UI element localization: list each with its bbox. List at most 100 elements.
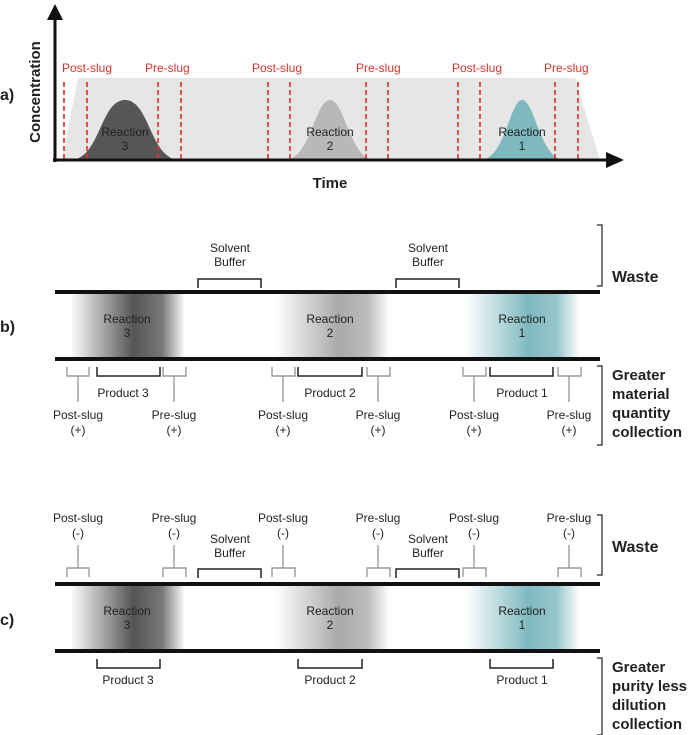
tube-wall-bottom [55, 649, 600, 653]
greater-material-line: quantity [612, 405, 671, 422]
x-axis-arrow-icon [606, 152, 624, 168]
solvent-buffer-label: Buffer [214, 546, 246, 560]
post-slug-label: Post-slug [258, 408, 308, 422]
waste-bracket [597, 514, 603, 576]
plus-sign: (+) [167, 423, 182, 437]
reaction-1-label: Reaction [498, 604, 545, 618]
reaction-2-peak [285, 100, 375, 160]
pre-slug-label: Pre-slug [152, 408, 197, 422]
pre-slug-label: Pre-slug [356, 408, 401, 422]
greater-purity-line: Greater [612, 659, 666, 676]
slug-markers [66, 367, 582, 402]
waste-label: Waste [612, 269, 659, 286]
tube-wall-top [55, 582, 600, 586]
plus-sign: (+) [71, 423, 86, 437]
plus-sign: (+) [371, 423, 386, 437]
plus-sign: (+) [276, 423, 291, 437]
product-bracket [297, 367, 363, 377]
post-slug-label: Post-slug [62, 61, 112, 75]
reaction-3-number: 3 [124, 326, 131, 340]
slug-markers [66, 545, 582, 577]
reaction-2-label: Reaction [306, 125, 353, 139]
axes [47, 4, 624, 168]
pre-slug-label: Pre-slug [152, 511, 197, 525]
solvent-buffer-bracket [197, 568, 262, 578]
product-3-label: Product 3 [97, 386, 149, 400]
product-bracket [297, 659, 363, 669]
panel-c: c) Post-slug (-) Pre-slug (-) Post-slug … [0, 511, 687, 735]
tube-wall-bottom [55, 357, 600, 361]
reaction-3-number: 3 [122, 139, 129, 153]
reaction-3-number: 3 [124, 618, 131, 632]
product-1-label: Product 1 [496, 673, 548, 687]
greater-material-line: Greater [612, 367, 666, 384]
reaction-1-slug [465, 294, 580, 358]
greater-material-line: material [612, 386, 670, 403]
reaction-3-label: Reaction [101, 125, 148, 139]
x-axis-label: Time [313, 175, 348, 192]
greater-purity-line: collection [612, 716, 682, 733]
pre-slug-label: Pre-slug [544, 61, 589, 75]
product-1-label: Product 1 [496, 386, 548, 400]
post-slug-label: Post-slug [252, 61, 302, 75]
post-slug-label: Post-slug [452, 61, 502, 75]
pre-slug-label: Pre-slug [145, 61, 190, 75]
pre-slug-label: Pre-slug [356, 61, 401, 75]
tube-wall-top [55, 290, 600, 294]
reaction-1-number: 1 [519, 139, 526, 153]
y-axis-label: Concentration [27, 41, 44, 143]
product-3-label: Product 3 [102, 673, 154, 687]
panel-c-label: c) [0, 612, 14, 629]
pre-slug-label: Pre-slug [547, 408, 592, 422]
panel-b-label: b) [0, 319, 15, 336]
panel-a: a) Post-slug Pre-slug Post-slug Pre-slug… [0, 4, 624, 192]
product-bracket [489, 659, 554, 669]
reaction-1-number: 1 [519, 326, 526, 340]
greater-material-line: collection [612, 424, 682, 441]
reaction-3-label: Reaction [103, 312, 150, 326]
minus-sign: (-) [72, 526, 84, 540]
reaction-3-label: Reaction [103, 604, 150, 618]
post-slug-label: Post-slug [53, 511, 103, 525]
reaction-2-number: 2 [327, 618, 334, 632]
minus-sign: (-) [372, 526, 384, 540]
reaction-2-slug [275, 294, 390, 358]
collection-bracket [597, 365, 603, 446]
slug-dashed-lines [63, 82, 579, 160]
solvent-buffer-bracket [395, 568, 460, 578]
reaction-3-slug [70, 294, 185, 358]
waste-bracket [597, 224, 603, 287]
product-bracket [489, 367, 554, 377]
reaction-1-peak [480, 100, 565, 160]
reaction-2-slug [275, 586, 390, 650]
reaction-2-number: 2 [327, 139, 334, 153]
solvent-buffer-label: Solvent [210, 532, 251, 546]
minus-sign: (-) [168, 526, 180, 540]
minus-sign: (-) [277, 526, 289, 540]
product-bracket [96, 367, 161, 377]
product-2-label: Product 2 [304, 386, 356, 400]
reaction-3-slug [70, 586, 185, 650]
panel-a-label: a) [0, 87, 14, 104]
plus-sign: (+) [562, 423, 577, 437]
collection-bracket [597, 657, 603, 735]
solvent-buffer-label: Solvent [408, 241, 449, 255]
plus-sign: (+) [467, 423, 482, 437]
post-slug-label: Post-slug [53, 408, 103, 422]
greater-purity-line: purity less [612, 678, 687, 695]
solvent-buffer-label: Solvent [210, 241, 251, 255]
reaction-1-number: 1 [519, 618, 526, 632]
post-slug-label: Post-slug [449, 408, 499, 422]
greater-purity-line: dilution [612, 697, 666, 714]
product-bracket [96, 659, 161, 669]
panel-b: b) Solvent Buffer Solvent Buffer Waste R… [0, 224, 682, 446]
solvent-buffer-label: Buffer [412, 255, 444, 269]
minus-sign: (-) [563, 526, 575, 540]
solvent-buffer-label: Solvent [408, 532, 449, 546]
reaction-1-slug [465, 586, 580, 650]
reaction-2-label: Reaction [306, 604, 353, 618]
minus-sign: (-) [468, 526, 480, 540]
solvent-buffer-bracket [395, 278, 460, 288]
pre-slug-label: Pre-slug [356, 511, 401, 525]
